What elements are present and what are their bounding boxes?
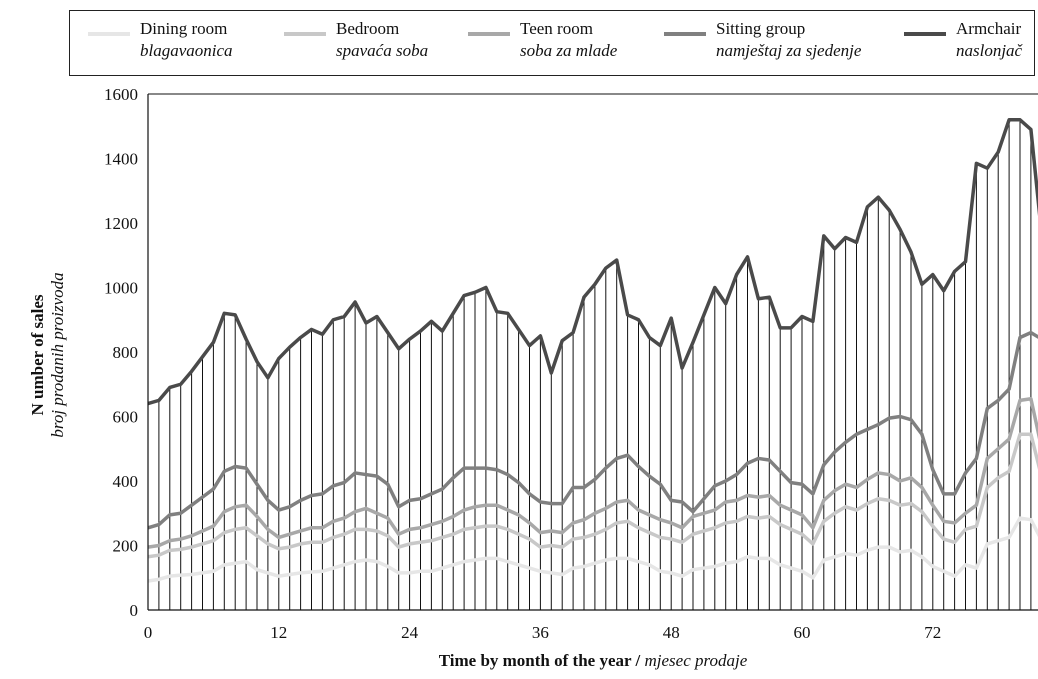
legend-swatch-bedroom bbox=[284, 32, 326, 36]
x-axis-label-en: Time by month of the year bbox=[438, 651, 632, 670]
legend-label-teen-room: Teen room bbox=[520, 19, 593, 38]
y-tick-labels: 0 200 400 600 800 1000 1200 1400 1600 bbox=[104, 85, 138, 620]
y-axis-label-en: N umber of sales bbox=[28, 294, 47, 416]
x-axis-label-hr: mjesec prodaje bbox=[644, 651, 748, 670]
x-tick-label: 0 bbox=[144, 623, 153, 642]
x-tick-labels: 0 12 24 36 48 60 72 bbox=[144, 623, 942, 642]
series-line-2 bbox=[147, 397, 1038, 549]
series-line-3 bbox=[147, 330, 1038, 530]
legend-label-armchair-hr: naslonjač bbox=[956, 41, 1023, 60]
y-tick-label: 800 bbox=[113, 343, 139, 362]
legend-swatch-sitting-group bbox=[664, 32, 706, 36]
legend-label-bedroom: Bedroom bbox=[336, 19, 400, 38]
legend-label-dining-room: Dining room bbox=[140, 19, 228, 38]
x-tick-label: 48 bbox=[663, 623, 680, 642]
legend-swatch-dining-room bbox=[88, 32, 130, 36]
x-axis-label: Time by month of the year / mjesec proda… bbox=[148, 651, 1038, 671]
month-drop-lines bbox=[147, 119, 1032, 610]
x-tick-label: 60 bbox=[794, 623, 811, 642]
x-tick-label: 12 bbox=[270, 623, 287, 642]
x-tick-label: 24 bbox=[401, 623, 419, 642]
series-line-1 bbox=[147, 432, 1038, 559]
legend-label-bedroom-hr: spavaća soba bbox=[336, 41, 429, 60]
legend-swatch-teen-room bbox=[468, 32, 510, 36]
legend-label-sitting-group-hr: namještaj za sjedenje bbox=[716, 41, 862, 60]
y-tick-label: 1000 bbox=[104, 279, 138, 298]
x-axis-label-separator: / bbox=[631, 651, 645, 670]
legend-label-sitting-group: Sitting group bbox=[716, 19, 806, 38]
y-tick-label: 1600 bbox=[104, 85, 138, 104]
y-tick-label: 400 bbox=[113, 472, 139, 491]
y-axis-label-hr: broj prodanih proizvoda bbox=[48, 272, 67, 438]
axes bbox=[147, 93, 1038, 611]
y-tick-label: 1200 bbox=[104, 214, 138, 233]
series-line-4 bbox=[147, 118, 1038, 406]
legend-label-teen-room-hr: soba za mlade bbox=[520, 41, 618, 60]
series-lines bbox=[147, 118, 1038, 583]
legend-label-armchair: Armchair bbox=[956, 19, 1022, 38]
legend-swatch-armchair bbox=[904, 32, 946, 36]
x-tick-label: 72 bbox=[924, 623, 941, 642]
y-tick-label: 1400 bbox=[104, 150, 138, 169]
y-tick-label: 200 bbox=[113, 537, 139, 556]
x-tick-label: 36 bbox=[532, 623, 549, 642]
legend: Dining room blagavaonica Bedroom spavaća… bbox=[69, 10, 1035, 76]
y-tick-label: 0 bbox=[130, 601, 139, 620]
y-axis-label: N umber of sales broj prodanih proizvoda bbox=[28, 272, 68, 437]
series-line-0 bbox=[147, 516, 1038, 583]
legend-label-dining-room-hr: blagavaonica bbox=[140, 41, 233, 60]
y-tick-label: 600 bbox=[113, 408, 139, 427]
